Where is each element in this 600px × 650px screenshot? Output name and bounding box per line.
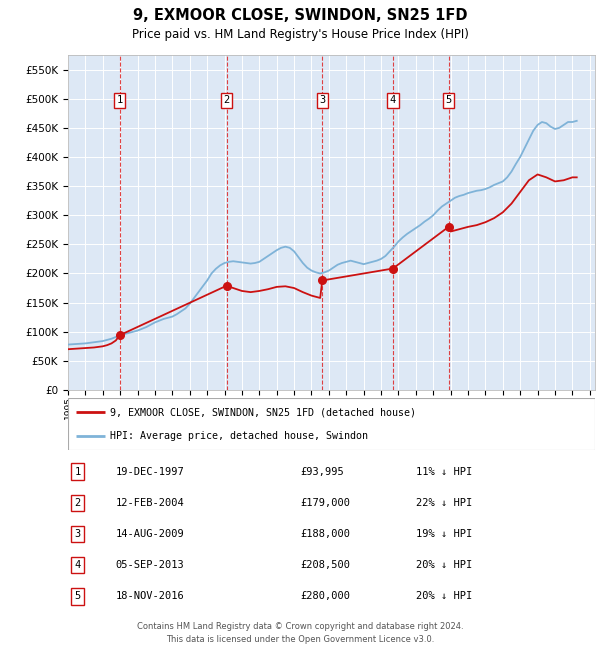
Text: 4: 4 [74,560,80,570]
Text: HPI: Average price, detached house, Swindon: HPI: Average price, detached house, Swin… [110,431,368,441]
Text: 9, EXMOOR CLOSE, SWINDON, SN25 1FD: 9, EXMOOR CLOSE, SWINDON, SN25 1FD [133,8,467,23]
Text: 2: 2 [223,95,230,105]
Text: 22% ↓ HPI: 22% ↓ HPI [416,498,472,508]
Text: 20% ↓ HPI: 20% ↓ HPI [416,592,472,601]
Text: 19-DEC-1997: 19-DEC-1997 [115,467,184,476]
Text: 05-SEP-2013: 05-SEP-2013 [115,560,184,570]
Text: £208,500: £208,500 [300,560,350,570]
Text: Contains HM Land Registry data © Crown copyright and database right 2024.
This d: Contains HM Land Registry data © Crown c… [137,622,463,644]
Text: 18-NOV-2016: 18-NOV-2016 [115,592,184,601]
Text: 12-FEB-2004: 12-FEB-2004 [115,498,184,508]
Text: 1: 1 [116,95,123,105]
Text: 3: 3 [74,529,80,539]
Text: £280,000: £280,000 [300,592,350,601]
Text: 19% ↓ HPI: 19% ↓ HPI [416,529,472,539]
Text: £179,000: £179,000 [300,498,350,508]
Text: 11% ↓ HPI: 11% ↓ HPI [416,467,472,476]
Text: 9, EXMOOR CLOSE, SWINDON, SN25 1FD (detached house): 9, EXMOOR CLOSE, SWINDON, SN25 1FD (deta… [110,407,416,417]
Text: Price paid vs. HM Land Registry's House Price Index (HPI): Price paid vs. HM Land Registry's House … [131,28,469,41]
Text: 4: 4 [390,95,396,105]
Text: 5: 5 [74,592,80,601]
Text: 3: 3 [319,95,325,105]
Text: 1: 1 [74,467,80,476]
Text: £93,995: £93,995 [300,467,344,476]
Text: 20% ↓ HPI: 20% ↓ HPI [416,560,472,570]
Text: £188,000: £188,000 [300,529,350,539]
Text: 2: 2 [74,498,80,508]
Text: 5: 5 [445,95,452,105]
Text: 14-AUG-2009: 14-AUG-2009 [115,529,184,539]
